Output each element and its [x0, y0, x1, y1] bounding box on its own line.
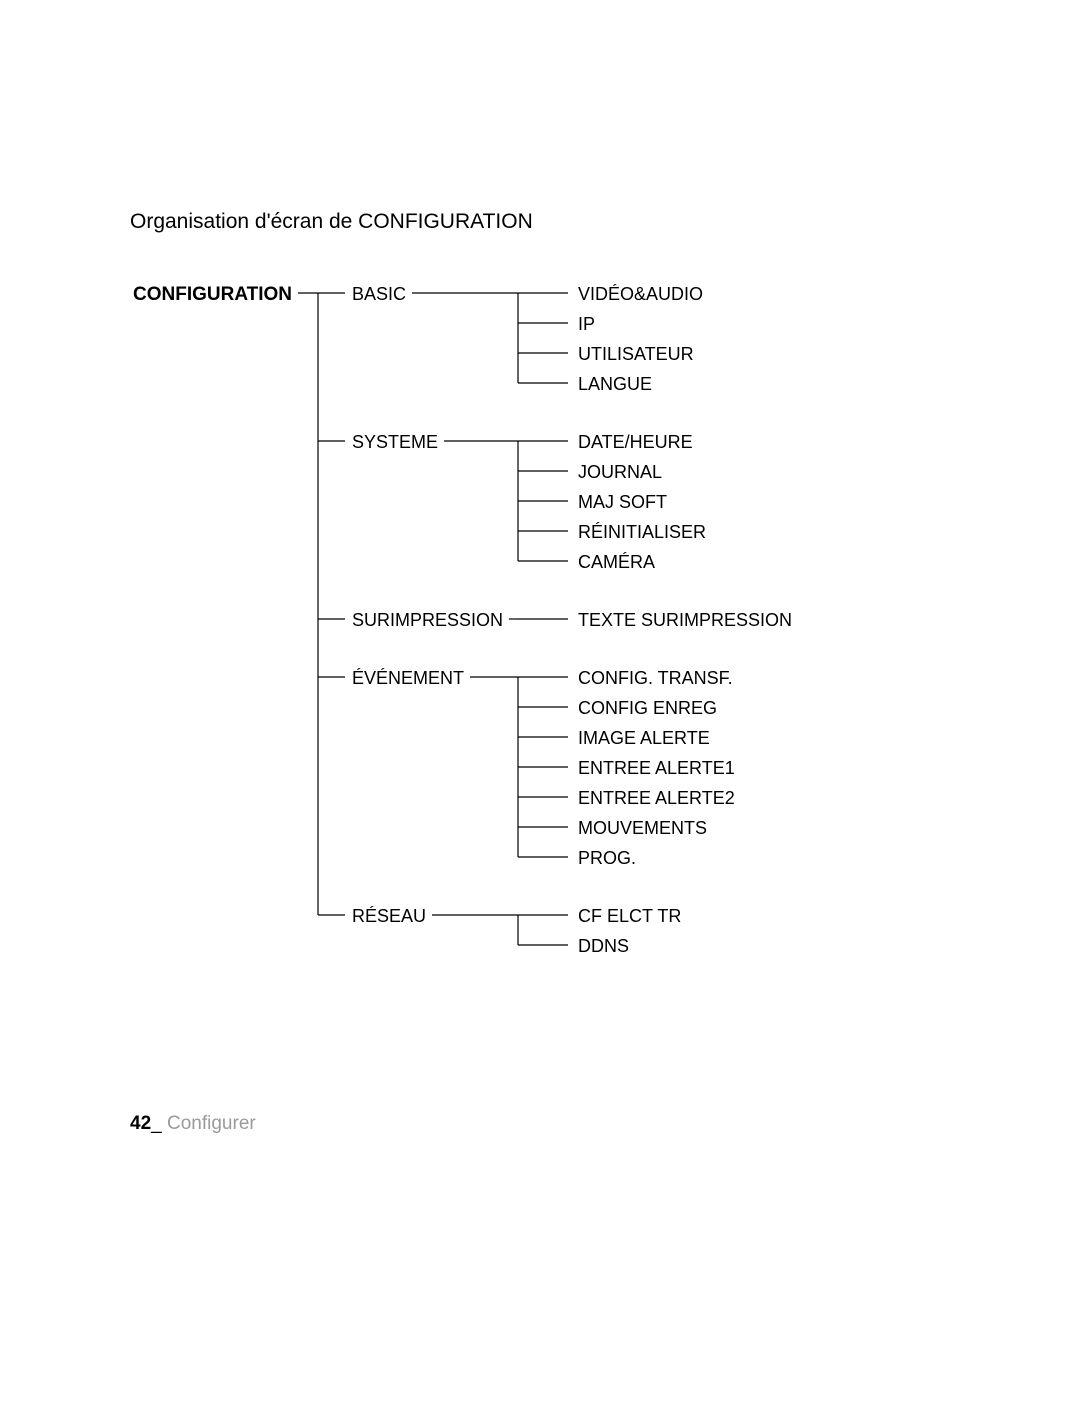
footer-section: Configurer [167, 1113, 256, 1134]
level3-3-6: PROG. [578, 848, 636, 869]
level3-1-4: CAMÉRA [578, 552, 655, 573]
level2-2: SURIMPRESSION [352, 610, 503, 631]
level3-4-0: CF ELCT TR [578, 906, 681, 927]
level3-1-3: RÉINITIALISER [578, 522, 706, 543]
level2-4: RÉSEAU [352, 906, 426, 927]
level3-1-0: DATE/HEURE [578, 432, 693, 453]
level2-3: ÉVÉNEMENT [352, 668, 464, 689]
level3-3-1: CONFIG ENREG [578, 698, 717, 719]
level3-3-5: MOUVEMENTS [578, 818, 707, 839]
page-footer: 42_ Configurer [130, 1113, 256, 1135]
page: Organisation d'écran de CONFIGURATION CO… [0, 0, 1080, 1414]
level3-1-2: MAJ SOFT [578, 492, 667, 513]
footer-sep: _ [151, 1113, 167, 1134]
level3-3-3: ENTREE ALERTE1 [578, 758, 735, 779]
level3-0-3: LANGUE [578, 374, 652, 395]
level3-2-0: TEXTE SURIMPRESSION [578, 610, 792, 631]
level3-0-0: VIDÉO&AUDIO [578, 284, 703, 305]
level2-1: SYSTEME [352, 432, 438, 453]
tree-lines [0, 0, 1080, 1414]
level2-0: BASIC [352, 284, 406, 305]
level3-1-1: JOURNAL [578, 462, 662, 483]
level3-4-1: DDNS [578, 936, 629, 957]
level3-0-1: IP [578, 314, 595, 335]
level3-3-2: IMAGE ALERTE [578, 728, 710, 749]
level3-3-4: ENTREE ALERTE2 [578, 788, 735, 809]
level3-3-0: CONFIG. TRANSF. [578, 668, 733, 689]
page-number: 42 [130, 1113, 151, 1134]
level3-0-2: UTILISATEUR [578, 344, 694, 365]
